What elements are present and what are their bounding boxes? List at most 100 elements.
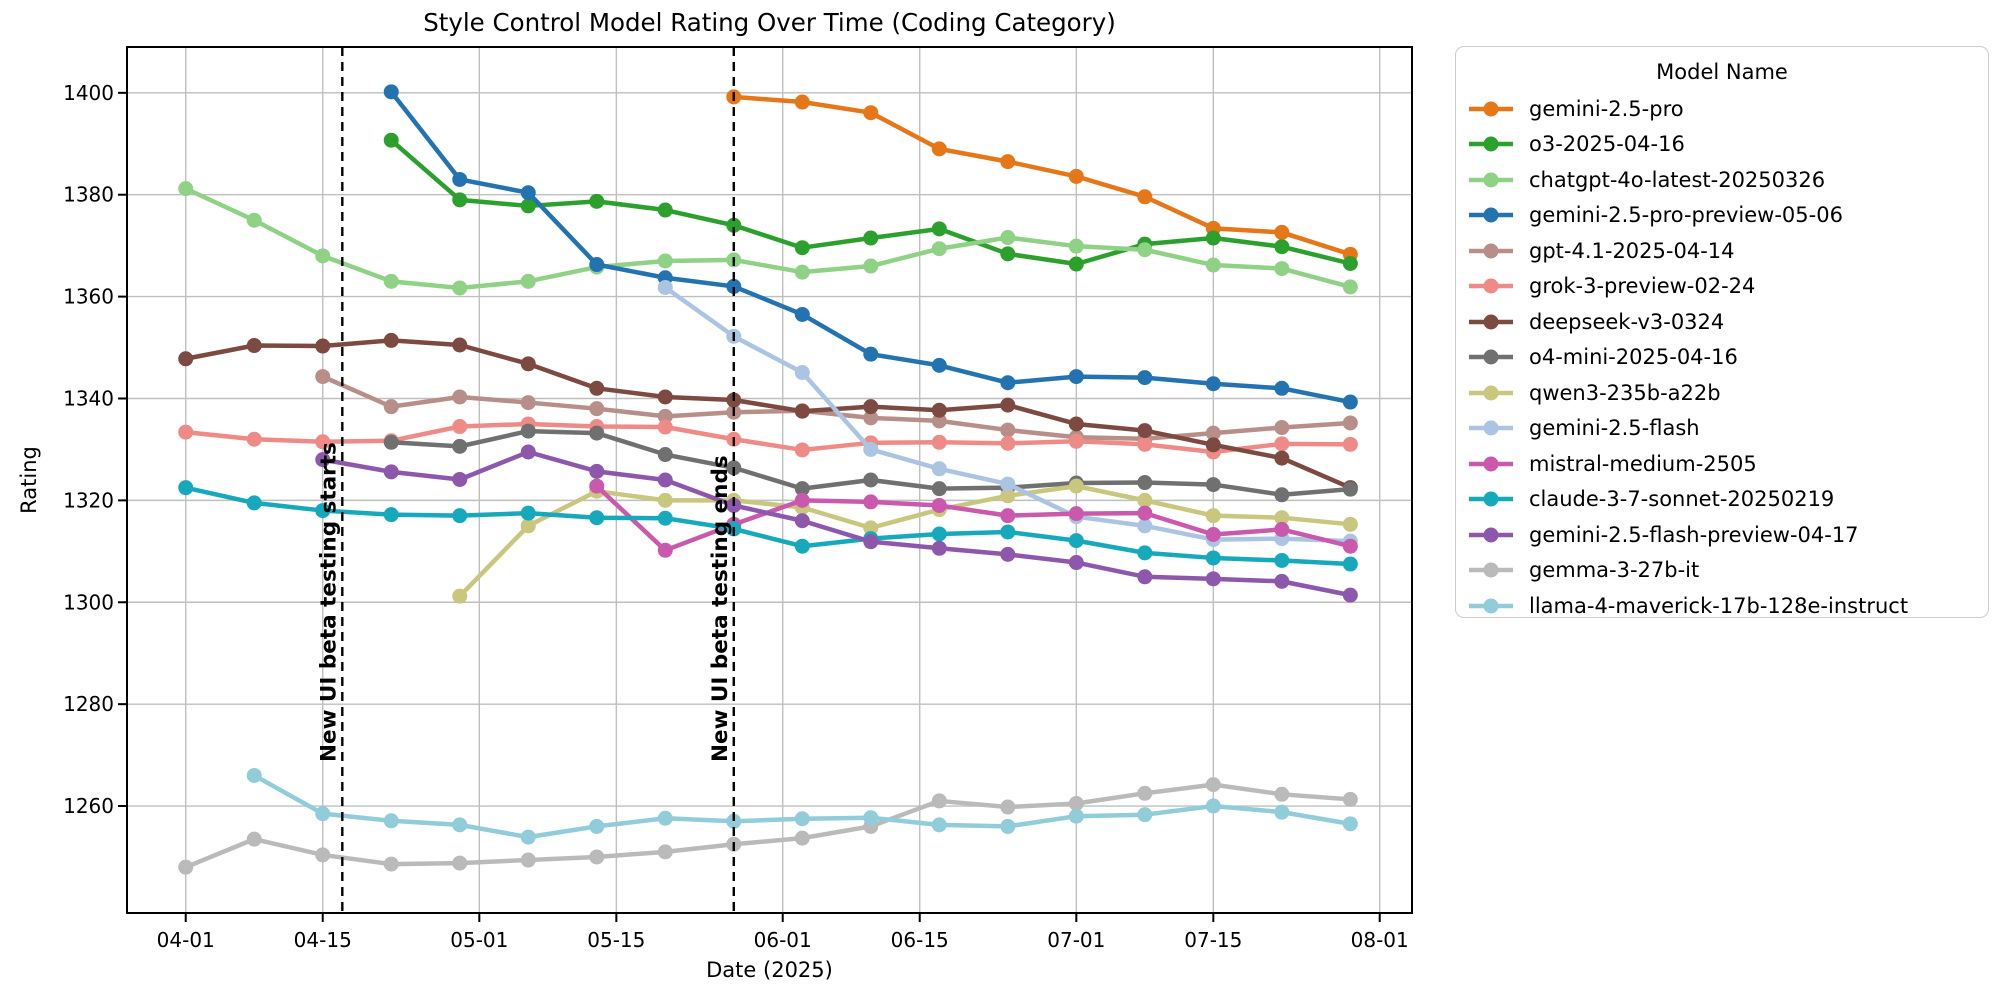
- series-point: [520, 518, 536, 534]
- series-point: [863, 441, 879, 457]
- series-point: [1000, 246, 1016, 262]
- series-point: [520, 852, 536, 868]
- series-point: [1205, 376, 1221, 392]
- legend-item-label: mistral-medium-2505: [1529, 451, 1757, 476]
- series-point: [931, 221, 947, 237]
- series-point: [1068, 416, 1084, 432]
- series-point: [657, 253, 673, 269]
- y-tick-label: 1260: [63, 794, 114, 818]
- series-point: [383, 332, 399, 348]
- legend-item-label: gemini-2.5-flash-preview-04-17: [1529, 522, 1859, 547]
- legend-item: gemma-3-27b-it: [1468, 553, 1976, 589]
- series-point: [452, 389, 468, 405]
- series-point: [794, 240, 810, 256]
- series-point: [1000, 476, 1016, 492]
- series-o3-2025-04-16: [383, 132, 1358, 272]
- legend-marker-icon: [1469, 420, 1513, 436]
- legend-item-label: chatgpt-4o-latest-20250326: [1529, 167, 1826, 192]
- series-point: [1205, 508, 1221, 524]
- series-line: [183, 338, 1353, 490]
- series-point: [520, 829, 536, 845]
- series-point: [452, 280, 468, 296]
- series-point: [931, 540, 947, 556]
- y-tick-label: 1320: [63, 488, 114, 512]
- series-point: [1205, 425, 1221, 441]
- series-point: [178, 424, 194, 440]
- series-point: [1137, 785, 1153, 801]
- series-point: [452, 471, 468, 487]
- series-point: [1342, 816, 1358, 832]
- legend-item-label: gemini-2.5-flash: [1529, 416, 1700, 441]
- series-llama-4-maverick-17b-128e-instruct: [246, 767, 1358, 845]
- series-point: [520, 356, 536, 372]
- legend-marker-icon: [1469, 598, 1513, 614]
- series-point: [383, 434, 399, 450]
- series-point: [1342, 516, 1358, 532]
- series-gemini-2.5-flash-preview-04-17: [315, 444, 1358, 603]
- series-point: [246, 495, 262, 511]
- series-point: [383, 84, 399, 100]
- series-point: [794, 94, 810, 110]
- series-point: [1000, 799, 1016, 815]
- series-point: [657, 844, 673, 860]
- legend-marker-icon: [1469, 456, 1513, 472]
- series-point: [657, 542, 673, 558]
- series-point: [1205, 527, 1221, 543]
- series-point: [1137, 545, 1153, 561]
- series-point: [1068, 506, 1084, 522]
- series-point: [589, 380, 605, 396]
- series-point: [520, 185, 536, 201]
- legend-item: deepseek-v3-0324: [1468, 304, 1976, 340]
- series-point: [931, 434, 947, 450]
- legend-item: o4-mini-2025-04-16: [1468, 340, 1976, 376]
- legend-item: claude-3-7-sonnet-20250219: [1468, 482, 1976, 518]
- y-tick-label: 1340: [63, 386, 114, 410]
- series-chatgpt-4o-latest-20250326: [178, 181, 1358, 296]
- legend-item: o3-2025-04-16: [1468, 127, 1976, 163]
- series-point: [315, 503, 331, 519]
- series-point: [315, 338, 331, 354]
- series-point: [1274, 239, 1290, 255]
- series-point: [1274, 510, 1290, 526]
- series-point: [1274, 420, 1290, 436]
- series-point: [589, 463, 605, 479]
- series-point: [1137, 242, 1153, 258]
- series-point: [520, 273, 536, 289]
- series-line: [457, 483, 1353, 599]
- legend-marker-icon: [1469, 349, 1513, 365]
- series-point: [383, 856, 399, 872]
- series-point: [657, 279, 673, 295]
- legend-marker-icon: [1469, 527, 1513, 543]
- series-point: [794, 481, 810, 497]
- legend-title: Model Name: [1656, 60, 1788, 84]
- legend-item-label: claude-3-7-sonnet-20250219: [1529, 487, 1835, 512]
- series-point: [1342, 538, 1358, 554]
- series-point: [315, 248, 331, 264]
- series-point: [520, 444, 536, 460]
- legend-item-label: gemini-2.5-pro: [1529, 96, 1684, 121]
- series-point: [1000, 435, 1016, 451]
- series-point: [657, 389, 673, 405]
- series-point: [1274, 487, 1290, 503]
- series-point: [657, 810, 673, 826]
- series-point: [1274, 786, 1290, 802]
- series-point: [383, 273, 399, 289]
- series-point: [863, 534, 879, 550]
- series-point: [589, 401, 605, 417]
- series-point: [794, 811, 810, 827]
- series-line: [183, 485, 1353, 567]
- series-point: [1205, 230, 1221, 246]
- series-line: [183, 782, 1353, 870]
- series-point: [931, 817, 947, 833]
- series-point: [794, 264, 810, 280]
- x-tick-label: 07-01: [1047, 928, 1105, 952]
- series-point: [794, 538, 810, 554]
- legend-item-label: o4-mini-2025-04-16: [1529, 345, 1738, 370]
- x-tick-label: 08-01: [1351, 928, 1409, 952]
- series-point: [726, 813, 742, 829]
- legend-item: chatgpt-4o-latest-20250326: [1468, 162, 1976, 198]
- series-point: [1068, 808, 1084, 824]
- series-point: [1274, 573, 1290, 589]
- legend-marker-icon: [1469, 101, 1513, 117]
